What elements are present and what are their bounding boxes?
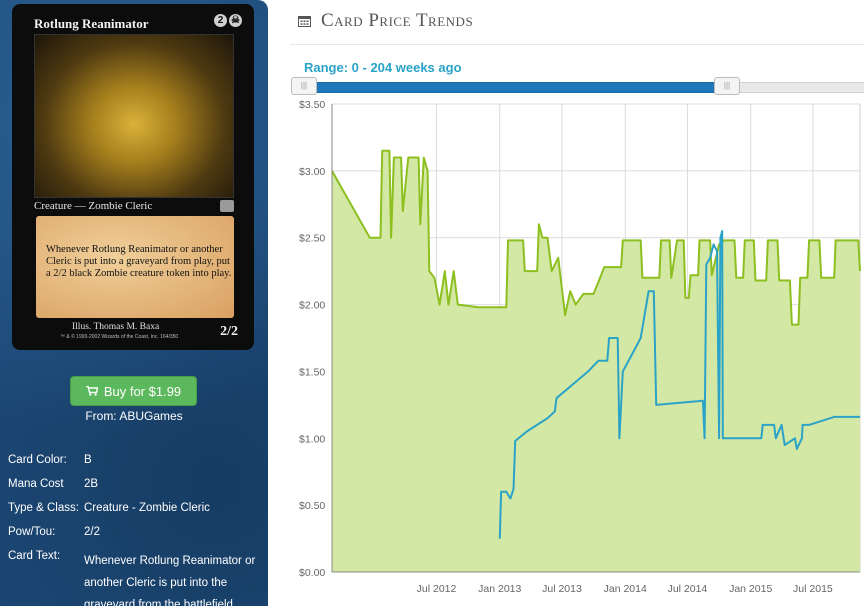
set-symbol-icon [220,200,234,212]
detail-value: Creature - Zombie Cleric [84,502,210,514]
cart-icon [85,386,98,396]
header-divider [290,44,864,45]
page-header: Card Price Trends [298,10,473,32]
range-slider-max-handle[interactable]: ||| [714,77,740,95]
detail-card-text-value: Whenever Rotlung Reanimator or another C… [84,555,256,611]
buy-button-label: Buy for $1.99 [103,383,182,399]
range-slider-min-handle[interactable]: ||| [291,77,317,95]
x-tick-label: Jan 2015 [729,583,772,595]
card-art [34,34,234,198]
detail-key: Card Color: [8,454,67,466]
y-tick-label: $1.50 [299,366,325,378]
range-slider-fill [302,82,728,93]
card-illustrator: Illus. Thomas M. Baxa [72,322,160,332]
x-axis: Jul 2012 Jan 2013 Jul 2013 Jan 2014 Jul 2014… [332,571,860,595]
detail-value: 2/2 [84,526,100,538]
y-tick-label: $3.50 [299,99,325,111]
price-chart: $0.00 $0.50 $1.00 $1.50 $2.00 $2.50 $3.00 $3.50… [299,99,861,595]
series-0-line [331,149,861,326]
y-tick-label: $3.00 [299,166,325,178]
buy-button[interactable]: Buy for $1.99 [70,376,197,406]
detail-key: Pow/Tou: [8,526,56,538]
page-title: Card Price Trends [321,10,474,31]
series-0-area [332,150,860,573]
x-tick-label: Jul 2014 [668,583,708,595]
card-name: Rotlung Reanimator [34,16,149,31]
mana-cost-symbols: 2 ☠ [214,14,242,27]
y-tick-label: $0.00 [299,567,325,579]
detail-key: Card Text: [8,550,61,562]
x-tick-label: Jul 2013 [542,583,582,595]
y-tick-label: $1.00 [299,433,325,445]
x-tick-label: Jul 2015 [793,583,833,595]
series-layer [331,149,861,573]
y-tick-label: $0.50 [299,500,325,512]
detail-value: 2B [84,478,99,490]
x-tick-label: Jul 2012 [417,583,457,595]
y-axis: $0.00 $0.50 $1.00 $1.50 $2.00 $2.50 $3.00 $3.50 [299,99,333,579]
card-type-line: Creature — Zombie Cleric [34,200,153,212]
x-tick-label: Jan 2013 [478,583,521,595]
calendar-icon [298,16,311,27]
card-rules-text: Whenever Rotlung Reanimator or another C… [46,244,232,279]
x-tick-label: Jan 2014 [604,583,647,595]
sidebar: Rotlung Reanimator 2 ☠ Creature — Zombie… [0,0,268,611]
card-text-box: Whenever Rotlung Reanimator or another C… [36,216,234,318]
card-power-toughness: 2/2 [220,324,238,339]
y-tick-label: $2.50 [299,233,325,245]
detail-key: Type & Class: [8,502,79,514]
card-image: Rotlung Reanimator 2 ☠ Creature — Zombie… [12,4,254,350]
detail-value: B [84,454,92,466]
mana-black-symbol: ☠ [229,14,242,27]
range-label: Range: 0 - 204 weeks ago [304,60,462,75]
card-legal: ™ & © 1993-2002 Wizards of the Coast, In… [60,334,179,340]
series-1-line [498,230,860,539]
y-tick-label: $2.00 [299,300,325,312]
seller-label: From: ABUGames [85,409,183,423]
detail-key: Mana Cost [8,478,64,490]
mana-generic-symbol: 2 [214,14,227,27]
